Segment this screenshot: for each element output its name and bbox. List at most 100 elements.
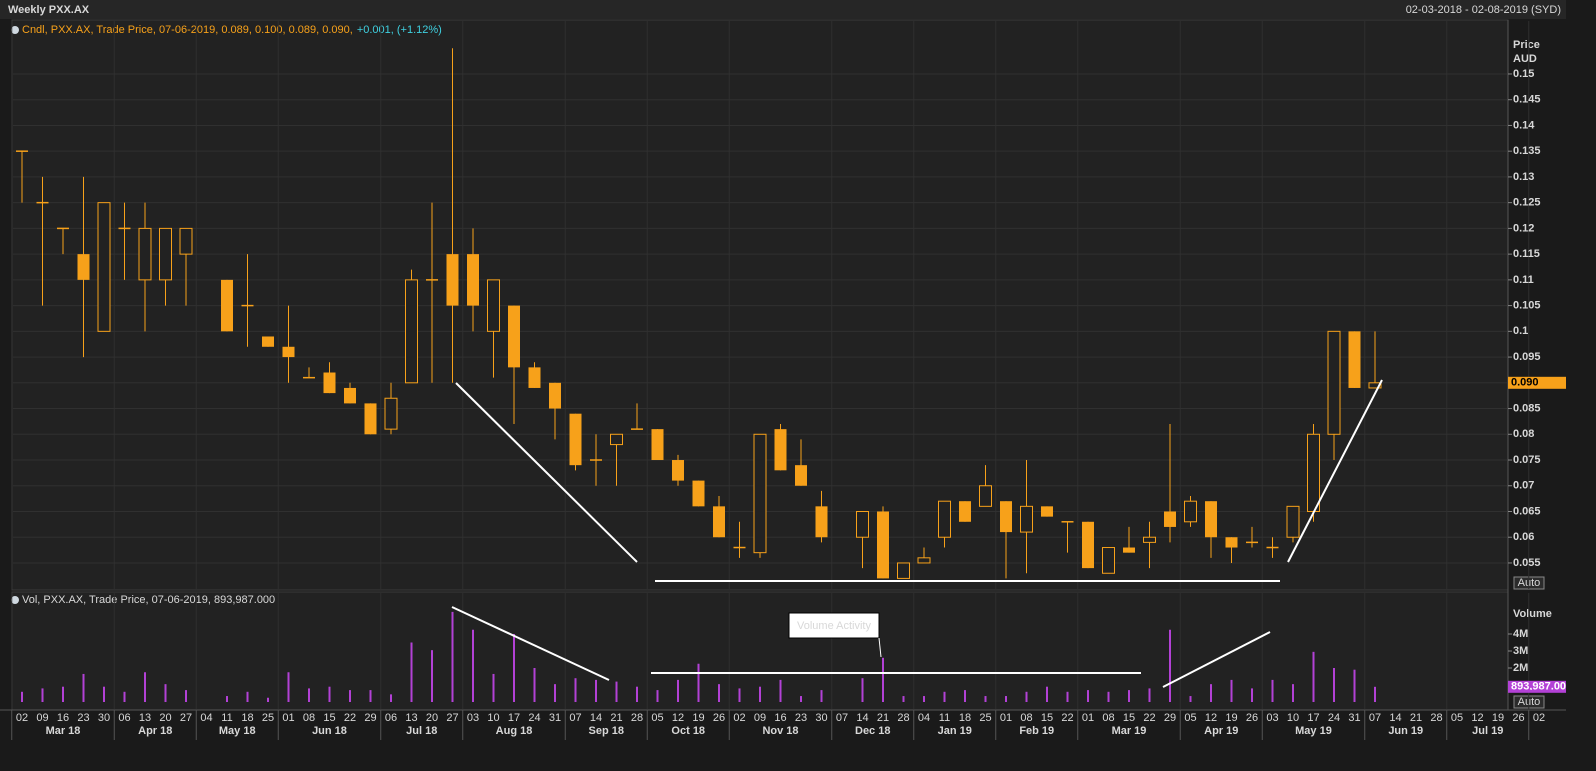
x-tick-label: 25 <box>979 712 991 724</box>
volume-bar <box>513 634 515 702</box>
trend-line <box>451 606 610 681</box>
y-tick-label: 0.145 <box>1513 94 1541 106</box>
candle-body <box>1205 501 1217 538</box>
volume-bar <box>759 686 761 702</box>
candle-body <box>262 336 274 347</box>
volume-bar <box>1046 686 1048 702</box>
candle-body <box>774 429 787 471</box>
x-tick-label: 17 <box>508 712 520 724</box>
x-tick-label: 01 <box>1000 712 1012 724</box>
month-label: Nov 18 <box>762 725 798 737</box>
y-tick-label: 0.065 <box>1513 505 1541 517</box>
x-tick-label: 24 <box>1328 712 1340 724</box>
x-tick-label: 16 <box>57 712 69 724</box>
legend-icon[interactable] <box>11 596 19 604</box>
volume-bar <box>718 684 720 702</box>
x-tick-label: 22 <box>1143 712 1155 724</box>
last-value-label: 893,987.000 <box>1511 681 1572 693</box>
x-tick-label: 20 <box>159 712 171 724</box>
candle-body <box>877 511 889 579</box>
annotation-pointer <box>878 637 882 658</box>
candle-body <box>1184 500 1197 523</box>
candle-body <box>1082 521 1094 569</box>
month-label: Jul 18 <box>406 725 437 737</box>
candle-body <box>1143 536 1156 543</box>
x-tick-label: 07 <box>569 712 581 724</box>
candle-body <box>1348 331 1361 388</box>
x-tick-label: 31 <box>549 712 561 724</box>
x-tick-label: 14 <box>1389 712 1401 724</box>
candle-body <box>1102 547 1115 574</box>
x-tick-label: 13 <box>405 712 417 724</box>
candle-body <box>487 279 500 332</box>
legend-icon[interactable] <box>11 26 19 34</box>
candle-body <box>938 500 951 538</box>
candle-body <box>1368 382 1382 389</box>
x-tick-label: 06 <box>385 712 397 724</box>
y-tick-label: 0.095 <box>1513 351 1541 363</box>
candle-body <box>856 510 869 538</box>
candle-body <box>384 397 398 430</box>
volume-bar <box>636 686 638 702</box>
candle-body <box>179 227 193 255</box>
x-tick-label: 11 <box>221 712 232 724</box>
candle-body <box>610 433 623 446</box>
y-tick-label: 0.125 <box>1513 197 1541 209</box>
x-tick-label: 22 <box>1061 712 1073 724</box>
volume-bar <box>595 679 597 702</box>
month-label: Mar 18 <box>46 725 81 737</box>
volume-bar <box>677 679 679 702</box>
candle-body <box>917 557 931 564</box>
x-tick-label: 12 <box>1205 712 1217 724</box>
x-tick-label: 07 <box>836 712 848 724</box>
month-label: Oct 18 <box>671 725 705 737</box>
candle-body <box>1327 330 1341 435</box>
legend-change: +0.001, (+1.12%) <box>357 24 442 36</box>
y-tick-label: 0.14 <box>1513 119 1535 131</box>
y-tick-label: 0.06 <box>1513 531 1534 543</box>
x-tick-label: 29 <box>1164 712 1176 724</box>
header-bar <box>0 0 1566 19</box>
x-tick-label: 05 <box>1184 712 1196 724</box>
candle-body <box>672 460 684 481</box>
header-title: Weekly PXX.AX <box>8 4 90 16</box>
candle-body <box>815 506 828 538</box>
x-tick-label: 02 <box>16 712 28 724</box>
x-tick-label: 24 <box>528 712 540 724</box>
volume-bar <box>492 673 495 702</box>
x-tick-label: 26 <box>1246 712 1258 724</box>
legend-text: Cndl, PXX.AX, Trade Price, 07-06-2019, 0… <box>22 24 353 36</box>
candle-body <box>651 429 664 461</box>
x-tick-label: 28 <box>1430 712 1442 724</box>
x-tick-label: 31 <box>1348 712 1360 724</box>
volume-bar <box>308 688 310 702</box>
y-tick-label: 0.075 <box>1513 454 1541 466</box>
volume-bar <box>656 690 659 702</box>
x-tick-label: 09 <box>754 712 766 724</box>
volume-bar <box>472 629 474 702</box>
candle-body <box>549 382 561 409</box>
candle-body <box>97 202 111 332</box>
volume-bar <box>62 686 64 702</box>
y-tick-label: 0.12 <box>1513 222 1534 234</box>
volume-bar <box>902 696 905 702</box>
volume-bar <box>1333 668 1335 702</box>
x-tick-label: 11 <box>939 712 950 724</box>
month-label: Sep 18 <box>589 725 624 737</box>
x-tick-label: 04 <box>200 712 212 724</box>
volume-bar <box>431 650 433 702</box>
x-tick-label: 16 <box>774 712 786 724</box>
x-tick-label: 22 <box>344 712 356 724</box>
volume-bar <box>820 690 823 702</box>
month-label: Jun 19 <box>1388 725 1423 737</box>
x-tick-label: 01 <box>282 712 294 724</box>
header-range: 02-03-2018 - 02-08-2019 (SYD) <box>1406 4 1561 16</box>
x-tick-label: 19 <box>692 712 704 724</box>
x-tick-label: 23 <box>77 712 89 724</box>
candle-body <box>221 279 233 332</box>
x-tick-label: 27 <box>446 712 458 724</box>
volume-bar <box>410 642 413 702</box>
volume-bar <box>103 686 105 702</box>
volume-bar <box>349 690 351 702</box>
